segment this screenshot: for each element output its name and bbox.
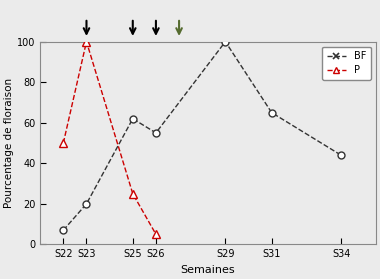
Y-axis label: Pourcentage de floraison: Pourcentage de floraison (4, 78, 14, 208)
X-axis label: Semaines: Semaines (181, 265, 235, 275)
Legend: BF, P: BF, P (321, 47, 371, 80)
